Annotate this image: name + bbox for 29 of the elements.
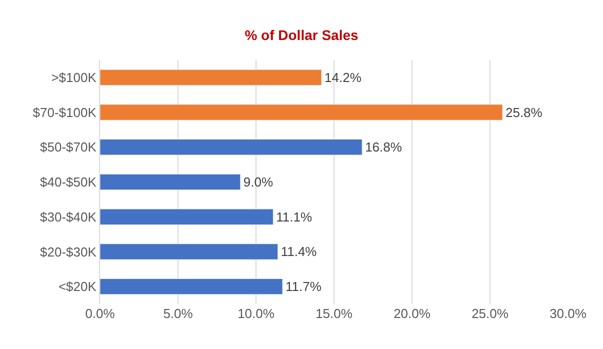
bar: [100, 69, 322, 86]
y-tick-label: $50-$70K: [40, 140, 97, 155]
data-label: 11.1%: [276, 209, 312, 224]
y-tick-label: $20-$30K: [40, 244, 97, 260]
y-tick-label: $40-$50K: [40, 174, 97, 190]
bar: [100, 278, 283, 295]
x-tick-label: 10.0%: [238, 306, 275, 321]
x-tick-label: 5.0%: [163, 306, 194, 321]
x-tick-label: 30.0%: [550, 306, 587, 321]
y-tick-label: $70-$100K: [32, 104, 97, 120]
bar: [100, 208, 274, 225]
bar: [100, 139, 362, 156]
data-label: 14.2%: [324, 70, 362, 85]
data-label: 16.8%: [365, 140, 402, 155]
chart-title: % of Dollar Sales: [244, 26, 359, 43]
data-label: 11.4%: [280, 244, 318, 260]
y-tick-label: <$20K: [58, 279, 97, 294]
x-tick-label: 20.0%: [394, 306, 431, 321]
bar: [100, 174, 241, 190]
x-tick-label: 15.0%: [316, 306, 353, 321]
x-tick-label: 25.0%: [472, 306, 509, 321]
bar: [100, 104, 503, 120]
bar: [100, 244, 278, 260]
y-tick-label: $30-$40K: [40, 209, 97, 224]
data-label: 11.7%: [286, 279, 322, 294]
y-tick-label: >$100K: [51, 70, 97, 85]
data-label: 9.0%: [243, 174, 274, 190]
data-label: 25.8%: [505, 104, 543, 120]
x-tick-label: 0.0%: [85, 306, 116, 321]
